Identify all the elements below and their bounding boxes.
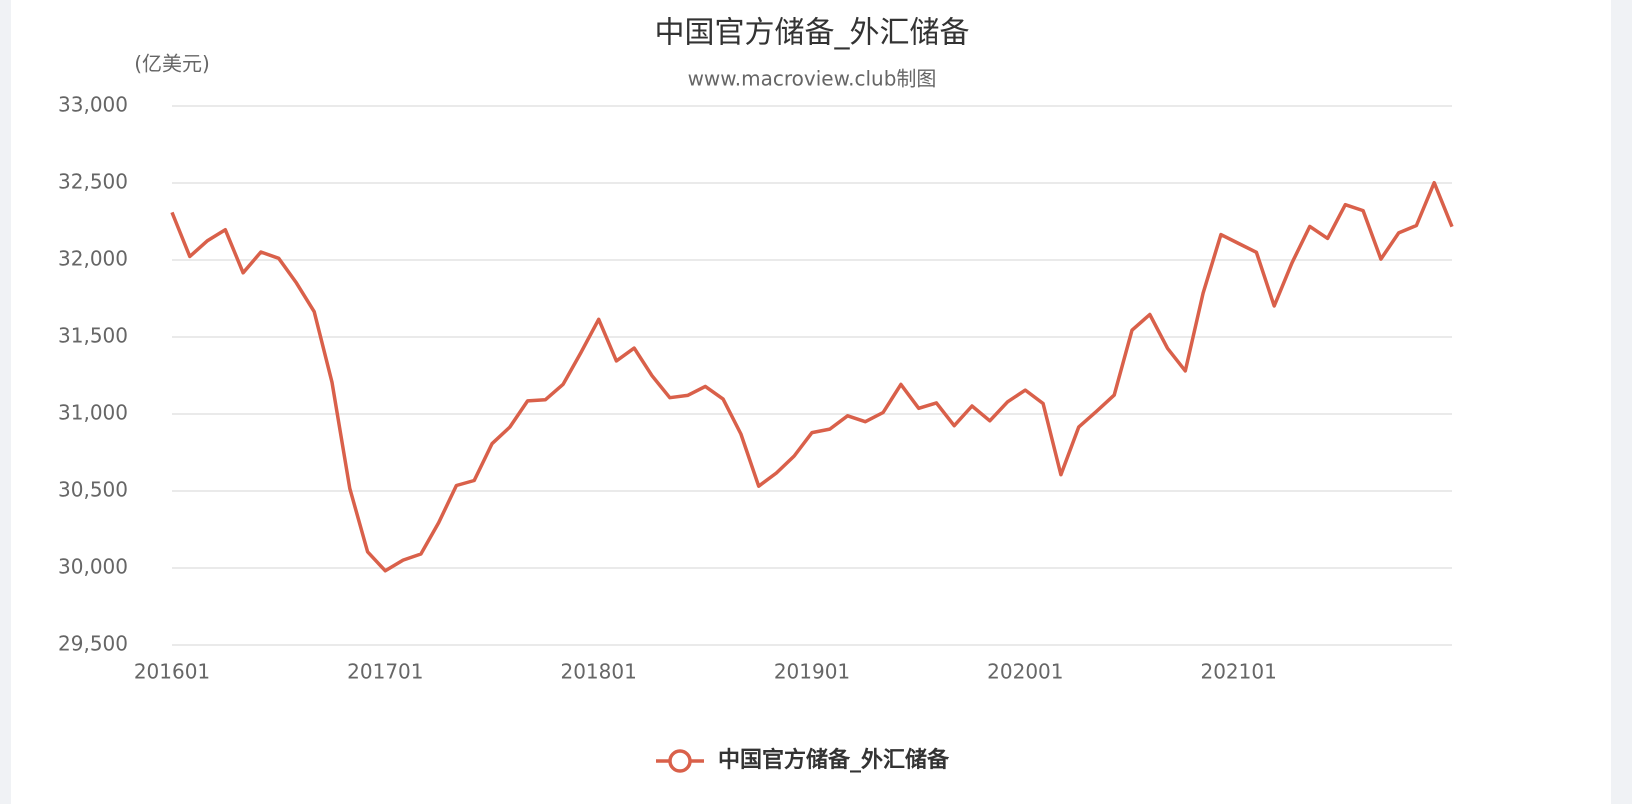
y-tick-label: 30,000 (58, 555, 128, 579)
chart-subtitle: www.macroview.club制图 (688, 67, 937, 91)
y-tick-label: 29,500 (58, 632, 128, 656)
legend-label: 中国官方储备_外汇储备 (718, 747, 950, 773)
y-tick-label: 31,500 (58, 324, 128, 348)
x-tick-label: 201801 (560, 660, 636, 684)
x-tick-label: 201701 (347, 660, 423, 684)
x-tick-label: 202101 (1200, 660, 1276, 684)
y-tick-label: 31,000 (58, 401, 128, 425)
y-tick-label: 33,000 (58, 93, 128, 117)
chart-title: 中国官方储备_外汇储备 (655, 16, 970, 51)
x-tick-label: 201601 (134, 660, 210, 684)
data-line (170, 180, 1454, 573)
y-axis-label: (亿美元) (134, 52, 210, 76)
y-tick-label: 30,500 (58, 478, 128, 502)
y-tick-label: 32,500 (58, 170, 128, 194)
x-tick-label: 201901 (774, 660, 850, 684)
legend-swatch-marker (668, 749, 692, 773)
chart-card (11, 0, 1611, 804)
y-tick-label: 32,000 (58, 247, 128, 271)
x-tick-label: 202001 (987, 660, 1063, 684)
